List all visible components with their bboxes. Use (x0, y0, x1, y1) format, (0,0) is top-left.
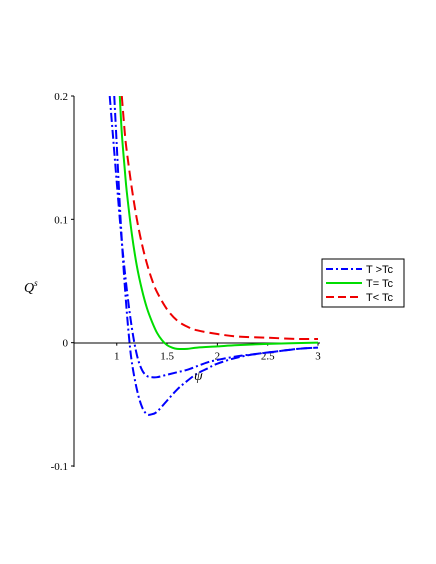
y-tick-label: 0.1 (54, 214, 68, 226)
series-line-2-curve-1 (118, 96, 319, 350)
x-tick-label: 3 (315, 351, 321, 363)
legend-label: T< Tc (366, 292, 394, 304)
x-tick-label: 2 (215, 351, 221, 363)
legend-label: T >Tc (366, 264, 394, 276)
x-tick-label: 1 (114, 351, 120, 363)
x-tick-label: 1.5 (160, 351, 174, 363)
series-line-3-curve-1 (120, 96, 319, 341)
series-layer (108, 96, 319, 416)
y-axis-label: Qs (24, 278, 38, 296)
y-tick-labels: 0.2 0.1 0 -0.1 (51, 91, 74, 473)
series-line-1-curve-2 (113, 96, 319, 416)
y-tick-label: 0 (63, 338, 69, 350)
y-tick-label: -0.1 (51, 461, 68, 473)
y-tick-label: 0.2 (54, 91, 68, 103)
x-axis-label: ψ (194, 369, 203, 384)
legend: T >Tc T= Tc T< Tc (321, 258, 405, 308)
legend-label: T= Tc (366, 278, 394, 290)
axes (73, 96, 320, 467)
